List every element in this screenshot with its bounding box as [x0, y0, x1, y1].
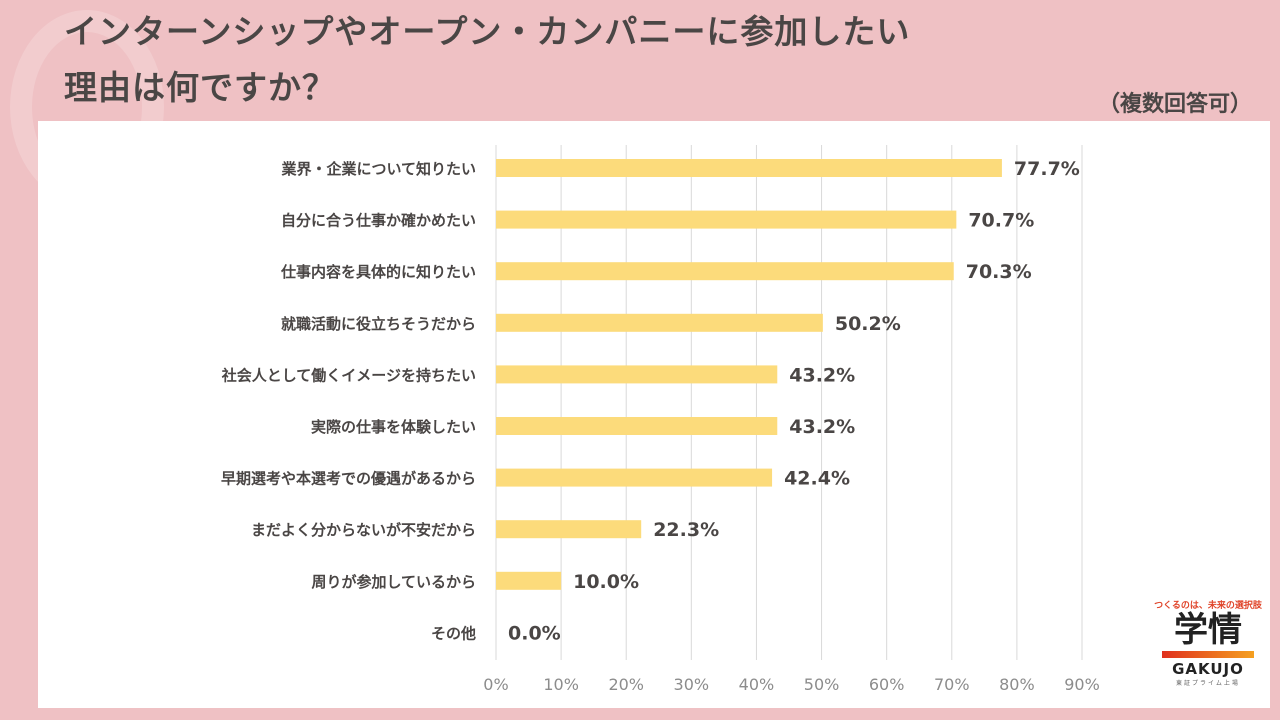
bar — [496, 313, 823, 332]
x-tick-label: 80% — [999, 675, 1035, 694]
logo-english: GAKUJO — [1172, 660, 1244, 678]
x-tick-label: 20% — [608, 675, 644, 694]
logo-bar — [1162, 651, 1254, 658]
category-label: 早期選考や本選考での優遇があるから — [221, 470, 476, 488]
multiple-answer-note: （複数回答可） — [1097, 92, 1252, 117]
bar — [496, 468, 773, 487]
logo-tagline: つくるのは、未来の選択肢 — [1154, 601, 1262, 611]
data-label: 43.2% — [789, 364, 855, 386]
page-title: インターンシップやオープン・カンパニーに参加したい 理由は何ですか？ — [64, 4, 910, 116]
category-label: 自分に合う仕事か確かめたい — [281, 212, 476, 230]
data-label: 50.2% — [835, 313, 901, 335]
bar — [496, 571, 562, 590]
category-label: 実際の仕事を体験したい — [311, 418, 476, 436]
gakujo-logo: つくるのは、未来の選択肢 学情 GAKUJO 東証プライム上場 — [1152, 598, 1264, 687]
logo-kanji: 学情 — [1174, 610, 1242, 650]
data-label: 22.3% — [653, 519, 719, 541]
bar — [496, 520, 642, 539]
category-label: まだよく分からないが不安だから — [251, 521, 476, 539]
data-label: 42.4% — [784, 468, 850, 490]
data-label: 70.3% — [966, 261, 1032, 283]
data-label: 70.7% — [968, 210, 1034, 232]
data-label: 77.7% — [1014, 158, 1080, 180]
category-label: その他 — [431, 624, 476, 642]
bar — [496, 365, 778, 384]
x-tick-label: 90% — [1064, 675, 1100, 694]
category-label: 周りが参加しているから — [311, 573, 476, 591]
bar — [496, 417, 778, 435]
data-label: 43.2% — [789, 416, 855, 438]
bar — [496, 262, 954, 281]
category-label: 業界・企業について知りたい — [280, 160, 476, 178]
category-label: 就職活動に役立ちそうだから — [281, 315, 476, 333]
x-tick-label: 70% — [934, 675, 970, 694]
category-label: 社会人として働くイメージを持ちたい — [221, 366, 476, 384]
x-tick-label: 0% — [483, 675, 508, 694]
category-label: 仕事内容を具体的に知りたい — [280, 263, 476, 281]
title-line-1: インターンシップやオープン・カンパニーに参加したい — [64, 12, 911, 51]
x-tick-label: 10% — [543, 675, 579, 694]
x-tick-label: 40% — [739, 675, 775, 694]
bar — [496, 159, 1002, 177]
x-tick-label: 50% — [804, 675, 840, 694]
title-line-2: 理由は何ですか？ — [64, 68, 336, 107]
data-label: 0.0% — [508, 622, 561, 644]
data-label: 10.0% — [573, 571, 639, 593]
logo-sub: 東証プライム上場 — [1176, 680, 1240, 687]
x-tick-label: 30% — [674, 675, 710, 694]
x-tick-label: 60% — [869, 675, 905, 694]
bar — [496, 210, 957, 229]
